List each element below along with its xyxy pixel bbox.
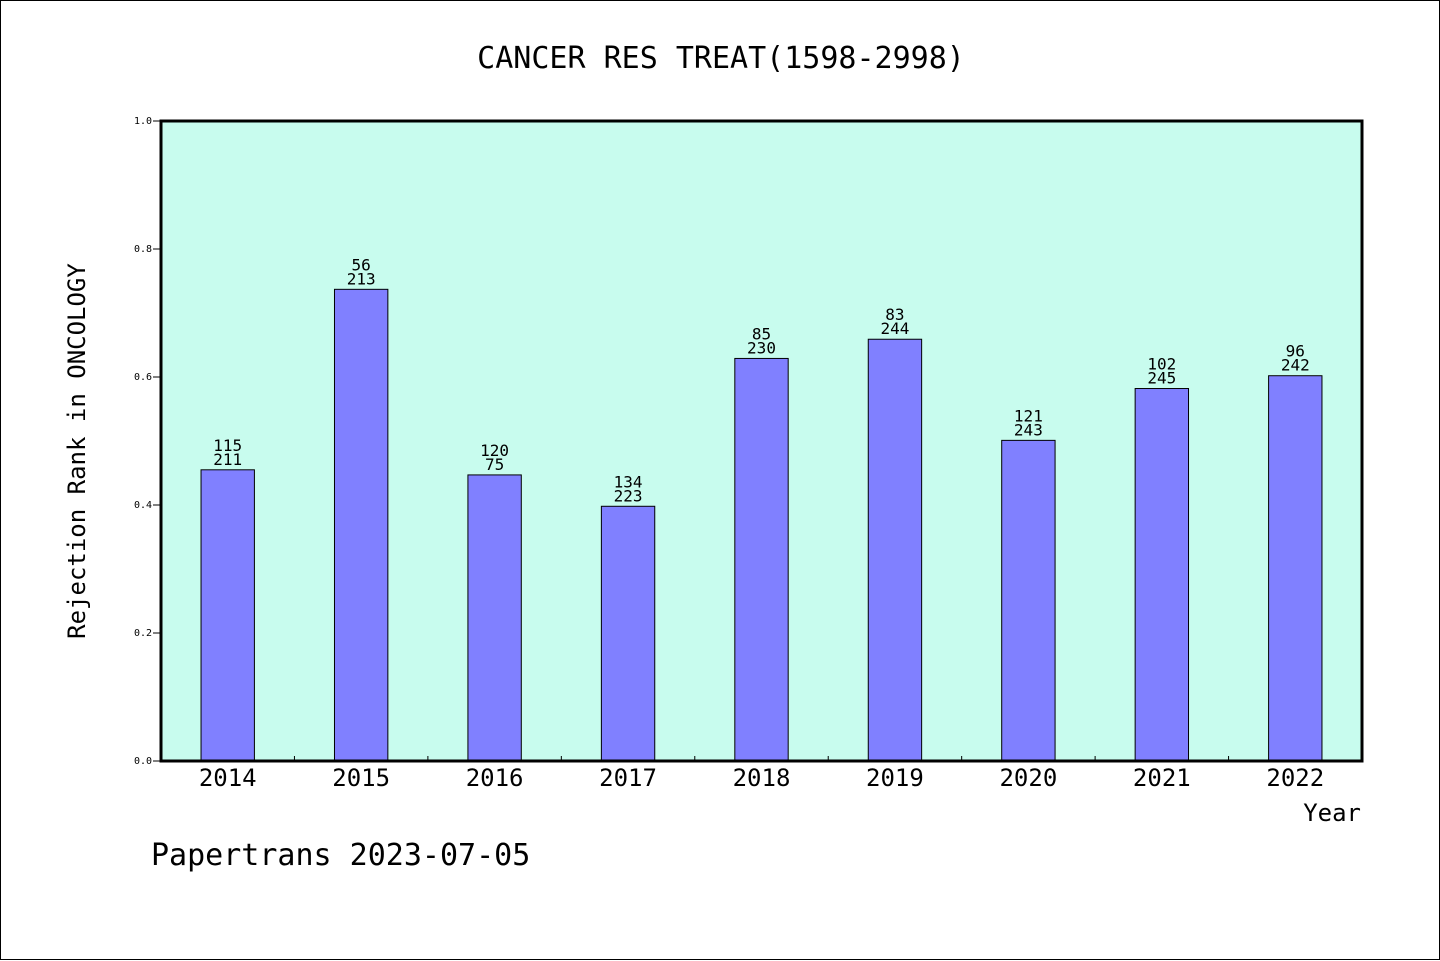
bar-2018 [734,357,789,762]
x-tick-label-2020: 2020 [999,764,1057,792]
bar-label-top-2018: 85 [752,324,771,343]
x-axis-ticks: 2014 2015 2016 2017 2018 2019 2020 2021 2022 [199,756,1324,792]
bar-label-top-2020: 121 [1014,406,1043,425]
x-tick-label-2018: 2018 [733,764,791,792]
y-tick-label-0: 0.0 [134,756,152,767]
bar-label-top-2022: 96 [1286,342,1305,361]
bar-label-top-2021: 102 [1147,355,1176,374]
bar-2022 [1268,375,1323,762]
y-axis-ticks: 0.0 0.2 0.4 0.6 0.8 1.0 [134,116,161,767]
bar-label-bottom-2014: 211 [213,450,242,469]
chart-title: CANCER RES TREAT(1598-2998) [477,41,965,76]
x-tick-label-2021: 2021 [1133,764,1191,792]
bar-2015 [333,288,389,762]
bar-2014 [200,469,255,762]
y-tick-label-2: 0.4 [134,500,152,511]
bar-label-bottom-2018: 230 [747,338,776,357]
y-axis-label: Rejection Rank in ONCOLOGY [63,263,91,639]
x-axis-label: Year [1303,799,1361,827]
bar-label-bottom-2022: 242 [1281,356,1310,375]
x-tick-label-2022: 2022 [1266,764,1324,792]
bar-2019 [867,338,923,762]
bar-label-bottom-2017: 223 [614,486,643,505]
bar-label-bottom-2015: 213 [347,269,376,288]
bar-2020 [1001,439,1056,762]
bar-label-bottom-2021: 245 [1147,369,1176,388]
bar-2017 [600,505,656,762]
plot-border [159,119,1364,763]
bar-label-top-2015: 56 [352,255,371,274]
bars-group [200,288,1323,762]
footer-text: Papertrans 2023-07-05 [151,838,530,873]
y-tick-label-1: 0.2 [134,628,152,639]
bar-label-top-2017: 134 [614,472,643,491]
x-tick-label-2017: 2017 [599,764,657,792]
bar-label-bottom-2019: 244 [880,319,909,338]
x-tick-label-2014: 2014 [199,764,257,792]
y-tick-label-3: 0.6 [134,372,152,383]
y-tick-label-4: 0.8 [134,244,152,255]
bar-label-top-2019: 83 [885,305,904,324]
x-tick-label-2015: 2015 [332,764,390,792]
bar-2016 [467,474,522,762]
bar-label-bottom-2020: 243 [1014,420,1043,439]
x-tick-label-2019: 2019 [866,764,924,792]
y-tick-label-5: 1.0 [134,116,152,127]
bar-label-top-2014: 115 [213,436,242,455]
bar-2021 [1134,388,1190,762]
bar-label-top-2016: 120 [480,441,509,460]
x-tick-label-2016: 2016 [466,764,524,792]
bar-label-bottom-2016: 75 [485,455,504,474]
